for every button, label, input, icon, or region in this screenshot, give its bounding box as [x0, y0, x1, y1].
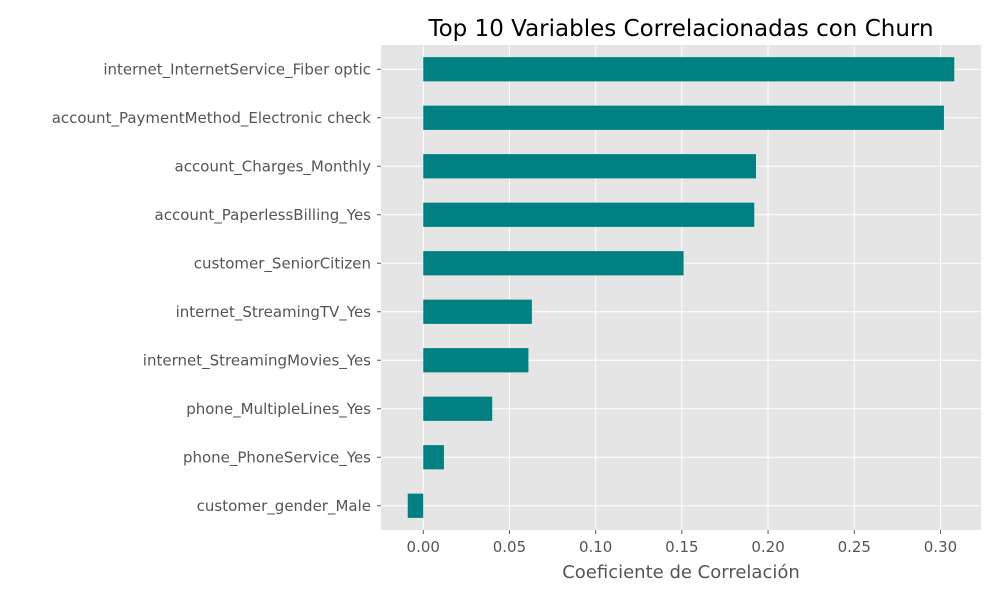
x-tick-label: 0.00 — [407, 538, 440, 556]
x-tick-label: 0.15 — [665, 538, 698, 556]
y-tick-label: phone_MultipleLines_Yes — [186, 400, 371, 419]
y-tick-label: phone_PhoneService_Yes — [183, 448, 371, 467]
y-tick-label: account_PaymentMethod_Electronic check — [52, 109, 372, 128]
bar — [423, 154, 756, 179]
y-tick-label: customer_SeniorCitizen — [194, 254, 371, 273]
bar — [423, 348, 529, 373]
y-tick-label: account_Charges_Monthly — [175, 157, 372, 176]
x-tick-label: 0.30 — [924, 538, 957, 556]
y-tick-label: account_PaperlessBilling_Yes — [155, 206, 372, 225]
x-axis-label: Coeficiente de Correlación — [562, 562, 800, 583]
bar — [423, 251, 684, 276]
chart-title: Top 10 Variables Correlacionadas con Chu… — [427, 16, 933, 42]
bar — [407, 493, 424, 518]
y-tick-label: customer_gender_Male — [197, 497, 371, 516]
y-tick-label: internet_InternetService_Fiber optic — [103, 60, 371, 79]
y-tick-label: internet_StreamingTV_Yes — [176, 303, 372, 322]
x-axis-ticks: 0.00 0.05 0.10 0.15 0.20 0.25 0.30 — [407, 530, 957, 556]
x-tick-label: 0.25 — [838, 538, 871, 556]
bar — [423, 396, 493, 421]
bar — [423, 299, 532, 324]
bar — [423, 57, 955, 82]
bar — [423, 445, 444, 470]
bar — [423, 202, 755, 227]
y-tick-label: internet_StreamingMovies_Yes — [143, 351, 371, 370]
bars — [407, 57, 955, 518]
x-tick-label: 0.10 — [579, 538, 612, 556]
bar — [423, 105, 944, 130]
x-tick-label: 0.20 — [751, 538, 784, 556]
x-tick-label: 0.05 — [493, 538, 526, 556]
y-axis-ticks: internet_InternetService_Fiber optic acco… — [52, 60, 381, 516]
